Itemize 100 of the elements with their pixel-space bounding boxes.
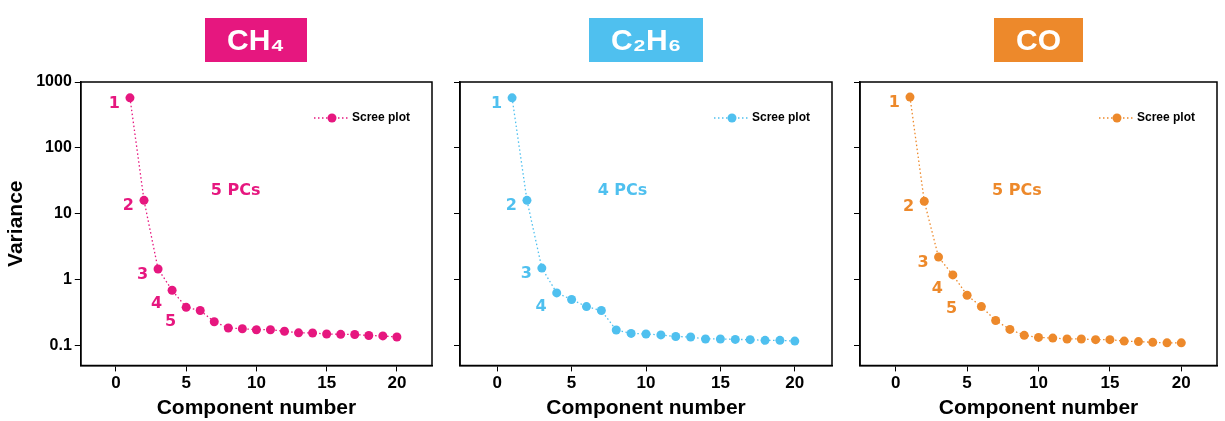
- point: [1091, 335, 1101, 345]
- point: [991, 316, 1001, 326]
- point: [1076, 334, 1086, 344]
- annotation: 2: [505, 195, 517, 215]
- point: [308, 328, 318, 338]
- point: [1119, 336, 1129, 346]
- point: [167, 285, 177, 295]
- point: [1034, 332, 1043, 342]
- point: [223, 323, 233, 333]
- y-tick-label: 100: [45, 138, 72, 156]
- point: [139, 195, 149, 205]
- y-tick-label: 1000: [36, 72, 72, 90]
- annotation: 1: [108, 92, 120, 112]
- point: [1005, 324, 1015, 334]
- point: [745, 335, 755, 345]
- annotation: 3: [136, 264, 149, 284]
- legend-label: Scree plot: [751, 110, 811, 125]
- point: [671, 332, 681, 342]
- legend-label: Scree plot: [1136, 110, 1196, 125]
- x-tick-label: 10: [636, 373, 656, 393]
- point: [522, 195, 532, 205]
- x-tick-label: 5: [181, 373, 191, 393]
- point: [948, 270, 958, 280]
- x-tick-label: 0: [890, 373, 901, 393]
- chart-title: CO: [994, 18, 1083, 62]
- y-tick-label: 0.1: [49, 335, 72, 353]
- annotation: 5 PCs: [992, 180, 1042, 200]
- annotation: 5: [165, 310, 177, 330]
- legend-label: Scree plot: [351, 110, 411, 125]
- point: [181, 302, 191, 312]
- annotation: 2: [903, 196, 915, 216]
- point: [125, 93, 135, 103]
- point: [730, 334, 740, 344]
- annotation: 4: [535, 296, 547, 316]
- x-tick-label: 0: [111, 373, 121, 393]
- point: [153, 264, 163, 274]
- point: [537, 263, 547, 273]
- point: [715, 334, 725, 344]
- point: [1048, 333, 1058, 343]
- point: [364, 331, 374, 341]
- chart-title: CH₄: [205, 18, 307, 62]
- point: [760, 335, 770, 345]
- x-tick-label: 10: [246, 373, 266, 393]
- y-axis-title: Variance: [3, 180, 27, 267]
- x-tick-label: 15: [710, 373, 730, 393]
- chart-title: C₂H₆: [589, 18, 704, 62]
- point: [195, 306, 205, 316]
- x-tick-label: 5: [566, 373, 577, 393]
- point: [1019, 330, 1029, 340]
- annotation: 4: [931, 278, 943, 298]
- annotation: 3: [520, 263, 532, 283]
- point: [322, 329, 332, 339]
- x-tick-label: 20: [1171, 373, 1191, 393]
- annotation: 2: [122, 195, 135, 215]
- annotation: 1: [888, 92, 900, 112]
- point: [686, 332, 696, 342]
- x-axis-title: Component number: [156, 395, 357, 419]
- annotation: 1: [490, 92, 503, 112]
- point: [641, 329, 651, 339]
- point: [905, 92, 915, 102]
- x-tick-label: 20: [387, 373, 407, 393]
- point: [1176, 338, 1186, 348]
- point: [596, 306, 606, 316]
- point: [656, 330, 666, 340]
- point: [581, 302, 591, 312]
- annotation: 4: [150, 293, 163, 313]
- annotation: 4 PCs: [597, 180, 648, 200]
- point: [251, 325, 261, 335]
- point: [237, 324, 247, 334]
- y-tick-label: 1: [62, 270, 72, 288]
- point: [919, 196, 929, 206]
- x-tick-label: 15: [1100, 373, 1120, 393]
- x-tick-label: 20: [785, 373, 805, 393]
- point: [790, 336, 800, 346]
- point: [378, 331, 388, 341]
- point: [701, 334, 711, 344]
- x-axis-title: Component number: [546, 395, 746, 419]
- point: [507, 93, 517, 103]
- annotation: 5 PCs: [210, 180, 261, 200]
- point: [209, 317, 219, 327]
- point: [934, 252, 944, 262]
- x-tick-label: 0: [492, 373, 502, 393]
- point: [1148, 337, 1158, 347]
- point: [279, 326, 289, 336]
- y-tick-label: 10: [54, 204, 72, 222]
- point: [392, 332, 402, 342]
- point: [1133, 337, 1143, 347]
- point: [294, 328, 304, 338]
- point: [1105, 335, 1115, 345]
- x-tick-label: 15: [317, 373, 337, 393]
- point: [775, 335, 785, 345]
- x-tick-label: 10: [1029, 373, 1048, 393]
- point: [976, 302, 986, 312]
- point: [350, 330, 360, 340]
- point: [567, 295, 577, 305]
- annotation: 5: [945, 298, 958, 318]
- point: [626, 328, 636, 338]
- point: [962, 290, 972, 300]
- point: [1162, 338, 1172, 348]
- annotation: 3: [917, 252, 929, 272]
